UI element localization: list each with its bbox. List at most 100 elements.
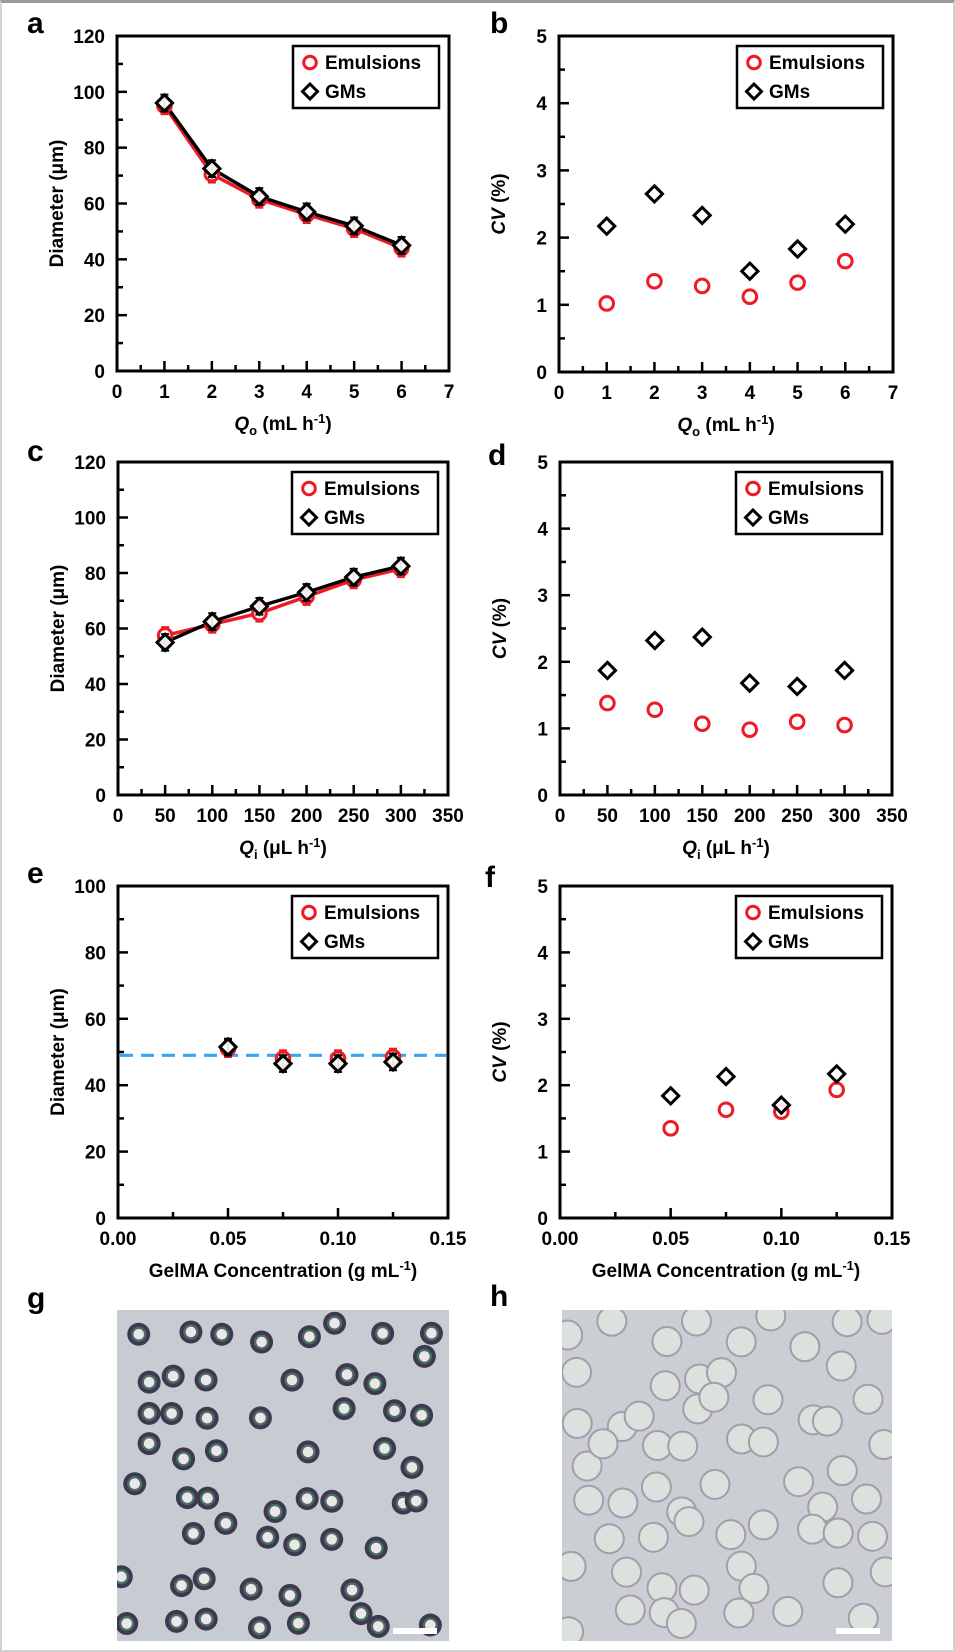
microsphere [826,1455,858,1487]
svg-text:7: 7 [888,383,899,404]
svg-text:5: 5 [536,27,547,48]
svg-text:3: 3 [697,383,708,404]
microsphere [649,1370,681,1402]
svg-text:0.05: 0.05 [652,1229,689,1250]
legend-gms-label: GMs [325,82,366,103]
legend-emulsions-label: Emulsions [324,479,420,500]
svg-text:3: 3 [537,1010,548,1031]
svg-text:0.00: 0.00 [100,1229,137,1250]
svg-text:0.15: 0.15 [430,1229,467,1250]
micrograph-g-image [117,1311,443,1640]
svg-text:1: 1 [601,383,612,404]
legend-gms-label: GMs [324,508,365,529]
microsphere [831,1310,863,1338]
legend-gms-marker-icon [743,931,763,952]
microsphere [822,1517,854,1549]
micrograph-h-image [562,1310,892,1641]
axis-ticks [118,917,395,1218]
y-axis-title: Diameter (μm) [48,565,69,693]
axis-ticks [118,488,426,795]
legend: Emulsions GMs [734,894,884,960]
microsphere [640,1471,672,1503]
microsphere [587,1428,619,1460]
microsphere [822,1567,854,1599]
svg-text:0: 0 [113,806,124,827]
microsphere [562,1550,587,1582]
y-axis-title: CV (%) [489,173,510,234]
legend-gms-marker-icon [299,507,319,528]
microsphere [789,1331,821,1363]
chart-b: 0 1 2 3 4 5 6 7 0 1 2 3 4 5 Qo (mL h-1) CV (%) Emulsions… [489,27,899,439]
svg-text:20: 20 [84,306,105,327]
microsphere [747,1426,779,1458]
svg-text:0.00: 0.00 [542,1229,579,1250]
line-gms [163,102,403,247]
svg-text:1: 1 [537,1143,548,1164]
scale-bar [393,1628,437,1634]
microsphere [825,1350,857,1382]
x-axis-title: Qi (μL h-1) [682,835,770,862]
x-axis-title: Qo (mL h-1) [677,412,774,439]
svg-text:300: 300 [829,806,861,827]
legend-gms-marker-icon [743,507,763,528]
panel-letter-a: a [27,7,44,40]
axis-tick-labels: 0.00 0.05 0.10 0.15 0 20 40 60 80 100 [74,877,467,1250]
microsphere [811,1405,843,1437]
series-gms [596,183,856,282]
svg-text:0: 0 [112,382,123,403]
svg-text:100: 100 [73,83,105,104]
panel-letter-g: g [27,1282,46,1315]
legend-gms-label: GMs [768,932,809,953]
svg-text:0: 0 [536,363,547,384]
microsphere [850,1483,882,1515]
svg-text:40: 40 [84,250,105,271]
legend: Emulsions GMs [290,470,440,536]
microsphere [596,1310,628,1337]
chart-a: 0 1 2 3 4 5 6 7 0 20 40 60 80 100 120 Qo (mL h-1) Diamet… [47,27,454,438]
series-emulsions [599,694,853,739]
svg-text:60: 60 [85,1010,106,1031]
chart-e: 0.00 0.05 0.10 0.15 0 20 40 60 80 100 GelMA Concen… [48,877,467,1282]
y-axis-title: Diameter (μm) [48,988,69,1116]
svg-text:150: 150 [686,806,718,827]
svg-text:0: 0 [555,806,566,827]
svg-text:1: 1 [537,719,548,740]
series-emulsions [598,252,854,312]
microsphere [772,1595,804,1627]
svg-text:0: 0 [95,786,106,807]
axis-ticks [560,917,838,1218]
legend-gms-marker-icon [744,81,764,102]
micrograph-h [562,1310,892,1641]
svg-text:0.10: 0.10 [320,1229,357,1250]
svg-text:3: 3 [536,161,547,182]
line-emulsions [163,104,403,250]
plot-area-d: 0 50 100 150 200 250 300 350 0 1 2 3 4 5 Qi (μL h-1) CV… [490,453,908,862]
axis-tick-labels: 0 50 100 150 200 250 300 350 0 20 40 60 80 100 120 [74,453,464,827]
scale-bar [836,1628,880,1634]
axis-tick-labels: 0 1 2 3 4 5 6 7 0 20 40 60 80 100 120 [73,27,454,403]
microsphere [562,1356,593,1388]
plot-area-e: 0.00 0.05 0.10 0.15 0 20 40 60 80 100 GelMA Concen… [48,877,467,1282]
svg-text:0: 0 [537,1209,548,1230]
legend-gms-marker-icon [300,81,320,102]
legend-emulsions-label: Emulsions [324,903,420,924]
svg-text:250: 250 [781,806,813,827]
microsphere [673,1506,705,1538]
legend-gms-marker-icon [299,931,319,952]
svg-text:1: 1 [536,296,547,317]
svg-text:80: 80 [84,139,105,160]
svg-text:3: 3 [537,586,548,607]
microsphere [715,1519,747,1551]
svg-text:4: 4 [536,94,547,115]
micrograph-g [117,1310,449,1641]
svg-text:0: 0 [554,383,565,404]
svg-text:40: 40 [85,1076,106,1097]
legend-gms-label: GMs [768,508,809,529]
legend-gms-label: GMs [769,82,810,103]
svg-text:5: 5 [349,382,360,403]
series-gms [597,626,855,697]
svg-text:2: 2 [537,653,548,674]
microsphere [593,1523,625,1555]
svg-text:100: 100 [639,806,671,827]
svg-text:350: 350 [876,806,908,827]
